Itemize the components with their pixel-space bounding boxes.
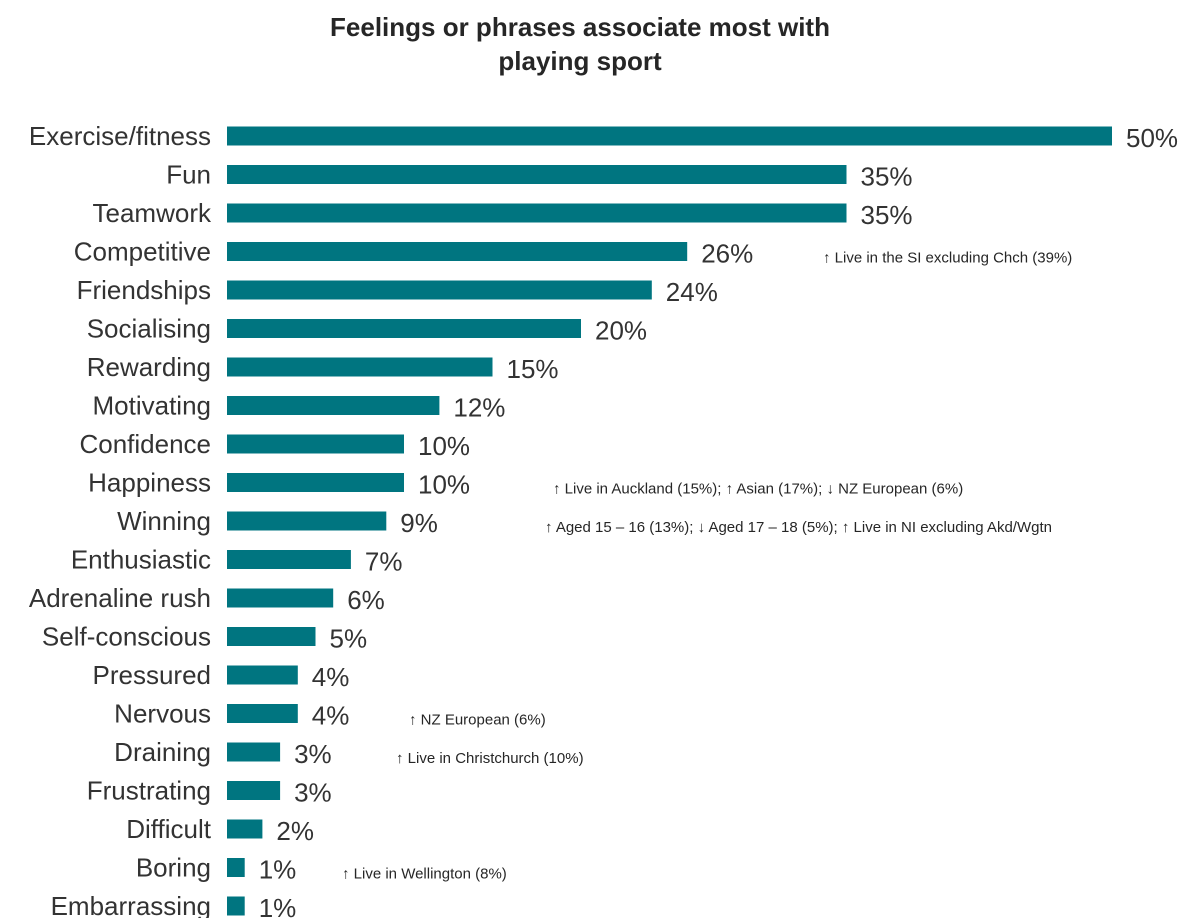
bar-enthusiastic [227,550,351,569]
bar-draining [227,742,281,762]
value-label-competitive: 26% [701,239,753,269]
value-label-boring: 1% [259,855,297,885]
bar-competitive [227,242,688,261]
value-label-friendships: 24% [666,277,718,307]
value-label-happiness: 10% [418,470,470,500]
category-label-confidence: Confidence [79,429,211,459]
value-label-frustrating: 3% [294,778,332,808]
annotation-nervous: ↑ NZ European (6%) [409,712,546,729]
value-label-exercise-fitness: 50% [1126,123,1178,153]
category-label-winning: Winning [117,506,211,536]
value-label-embarrassing: 1% [259,893,297,918]
bar-winning [227,511,387,531]
bar-boring [227,858,245,877]
category-label-exercise-fitness: Exercise/fitness [29,121,211,151]
bar-confidence [227,434,404,454]
annotation-draining: ↑ Live in Christchurch (10%) [396,750,584,767]
chart-title: Feelings or phrases associate most with … [230,10,930,78]
bar-happiness [227,473,404,492]
category-label-competitive: Competitive [74,237,211,267]
value-label-socialising: 20% [595,316,647,346]
category-label-rewarding: Rewarding [87,352,211,382]
annotation-competitive: ↑ Live in the SI excluding Chch (39%) [823,250,1072,267]
value-label-pressured: 4% [312,662,350,692]
bar-frustrating [227,781,281,800]
value-label-winning: 9% [400,508,438,538]
annotation-winning: ↑ Aged 15 – 16 (13%); ↓ Aged 17 – 18 (5%… [545,519,1052,536]
bar-motivating [227,396,440,415]
annotation-happiness: ↑ Live in Auckland (15%); ↑ Asian (17%);… [553,481,963,498]
bar-socialising [227,319,581,338]
value-label-rewarding: 15% [507,354,559,384]
value-label-teamwork: 35% [861,200,913,230]
value-label-enthusiastic: 7% [365,547,403,577]
value-label-motivating: 12% [453,393,505,423]
category-label-frustrating: Frustrating [87,776,211,806]
value-label-nervous: 4% [312,701,350,731]
category-label-fun: Fun [166,160,211,190]
category-label-friendships: Friendships [77,275,211,305]
category-label-pressured: Pressured [93,660,212,690]
category-label-socialising: Socialising [87,314,211,344]
bar-difficult [227,819,263,839]
bar-adrenaline-rush [227,588,334,608]
bar-self-conscious [227,627,316,646]
category-label-nervous: Nervous [114,699,211,729]
category-label-difficult: Difficult [126,814,212,844]
bar-embarrassing [227,896,245,916]
value-label-fun: 35% [861,162,913,192]
category-label-motivating: Motivating [93,391,212,421]
bar-teamwork [227,203,847,223]
category-label-happiness: Happiness [88,468,211,498]
value-label-draining: 3% [294,739,332,769]
category-label-enthusiastic: Enthusiastic [71,545,211,575]
category-label-self-conscious: Self-conscious [42,622,211,652]
chart-title-line-2: playing sport [498,46,662,76]
annotation-boring: ↑ Live in Wellington (8%) [342,866,507,883]
category-label-embarrassing: Embarrassing [51,891,211,918]
value-label-confidence: 10% [418,431,470,461]
value-label-adrenaline-rush: 6% [347,585,385,615]
value-label-difficult: 2% [276,816,314,846]
value-label-self-conscious: 5% [330,624,368,654]
bar-exercise-fitness [227,126,1112,146]
bar-fun [227,165,847,184]
category-label-boring: Boring [136,853,211,883]
category-label-draining: Draining [114,737,211,767]
category-label-teamwork: Teamwork [93,198,212,228]
category-label-adrenaline-rush: Adrenaline rush [29,583,211,613]
bar-friendships [227,280,652,300]
bar-rewarding [227,357,493,377]
chart-title-line-1: Feelings or phrases associate most with [330,12,830,42]
bar-pressured [227,665,298,685]
bar-nervous [227,704,298,723]
